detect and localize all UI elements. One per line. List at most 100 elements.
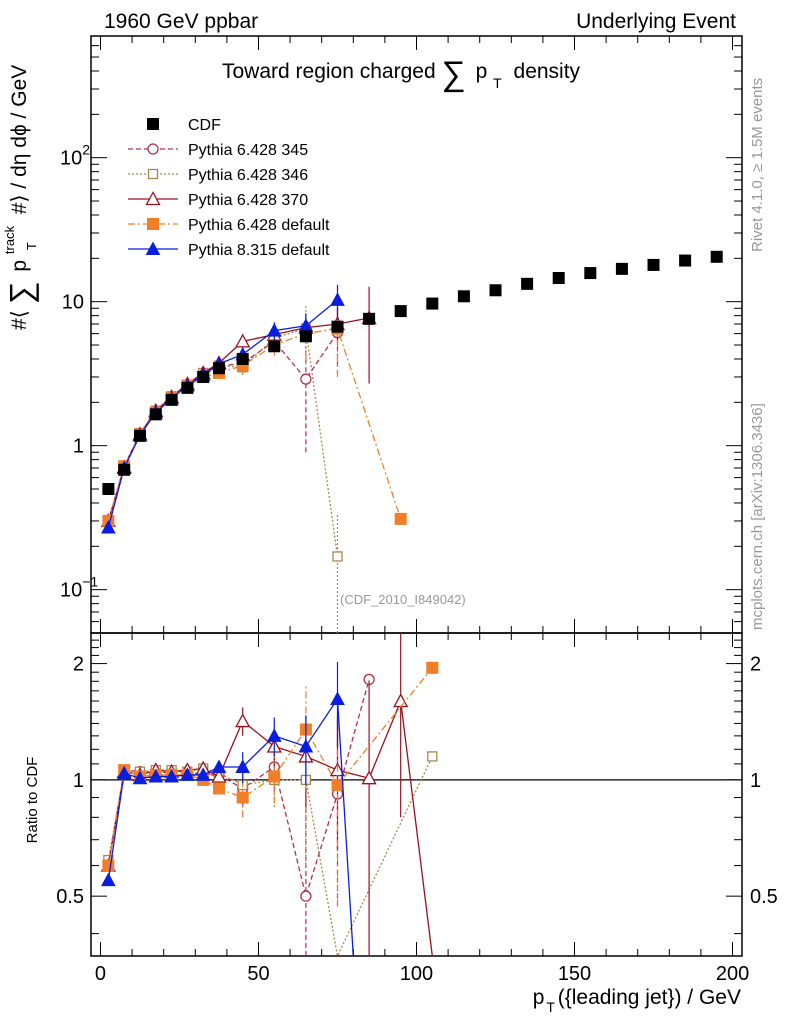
main-point-cdf [552,272,565,285]
y-tick-label: 1 [73,436,84,458]
main-title-sub: T [493,75,502,91]
ratio-ylabel: Ratio to CDF [24,757,41,844]
legend-label-p8: Pythia 8.315 default [188,242,330,259]
x-axis-label: p T ({leading jet}) / GeV [533,986,741,1017]
legend-marker-p345 [147,143,159,155]
main-point-cdf [615,262,628,275]
main-point-cdf [363,312,376,325]
analysis-tag: (CDF_2010_I849042) [340,592,466,607]
ratio-line-p346 [107,756,433,959]
ratio-point-p8 [195,767,211,781]
main-point-cdf [118,463,131,476]
x-tick-label: 200 [716,963,749,985]
legend-label-p345: Pythia 6.428 345 [188,142,308,159]
main-point-p370 [235,333,251,348]
main-point-cdf [299,330,312,343]
main-title: Toward region charged ∑ p T density [222,55,581,93]
side-mcplots-label: mcplots.cern.ch [arXiv:1306.3436] [749,403,766,630]
ratio-y-tick-label-right: 0.5 [750,886,778,908]
ratio-y-tick-label-right: 2 [750,654,761,676]
ratio-y-tick-label: 2 [73,654,84,676]
ratio-point-p8 [132,770,148,785]
main-point-cdf [584,267,597,280]
x-tick-label: 50 [247,963,269,985]
x-tick-label: 100 [400,963,433,985]
main-point-cdf [457,290,470,303]
main-point-cdf [212,362,225,375]
ratio-point-pdefault [331,778,344,791]
main-point-pdefault [394,512,407,525]
ratio-point-p8 [116,765,132,780]
ratio-y-tick-label: 0.5 [56,886,84,908]
axis-ticks: 0 50 100 150 200 10−1 1 10 102 0.5 0.5 1 1 2 2 [56,35,778,985]
data-marks [91,250,742,959]
ratio-point-p8 [235,759,251,773]
main-point-cdf [102,483,115,496]
ratio-point-pdefault [236,791,249,804]
header-left: 1960 GeV ppbar [104,10,258,33]
ratio-point-p8 [211,759,227,773]
main-point-cdf [647,258,660,271]
legend-marker-cdf [147,118,159,130]
legend-marker-pdefault [147,218,159,230]
ratio-point-p345 [300,890,312,902]
ratio-point-p8 [330,691,345,705]
legend: CDF Pythia 6.428 345 Pythia 6.428 346 Pythi… [128,117,330,259]
main-point-p8 [266,323,282,337]
ratio-point-pdefault [212,782,225,795]
main-title-post: density [514,60,581,83]
legend-marker-p8 [145,241,161,255]
ratio-point-p346 [427,751,438,762]
header-right: Underlying Event [576,10,736,33]
main-point-cdf [426,297,439,310]
y-tick-label: 102 [60,142,90,170]
ratio-point-pdefault [268,770,281,783]
x-tick-label: 150 [558,963,591,985]
ratio-point-p370 [235,713,251,728]
main-point-cdf [197,370,210,383]
legend-label-p370: Pythia 6.428 370 [188,192,308,209]
ratio-point-pdefault [102,859,115,872]
ratio-point-p370 [211,768,227,783]
main-point-cdf [149,408,162,421]
ratio-point-p8 [298,738,314,753]
main-point-cdf [268,340,281,353]
main-point-p8 [330,292,345,306]
main-point-p346 [332,551,343,562]
main-point-cdf [236,352,249,365]
ratio-point-p8 [101,872,116,887]
main-title-text: Toward region charged [222,60,436,83]
main-point-p8 [101,519,116,534]
main-title-sum: ∑ [441,55,465,93]
ratio-point-p8 [164,769,179,783]
ratio-point-p8 [148,769,164,783]
main-point-cdf [489,284,502,297]
main-line-p370 [107,317,370,522]
x-tick-label: 0 [95,963,106,985]
main-point-cdf [521,277,534,290]
ratio-point-p370 [361,770,377,785]
legend-label-pdefault: Pythia 6.428 default [188,217,330,234]
main-point-cdf [710,250,723,263]
legend-marker-p370 [145,191,161,206]
ratio-line-p8 [107,696,354,957]
ratio-frame [90,632,743,957]
side-rivet-label: Rivet 4.1.0, ≥ 1.5M events [749,78,766,252]
ratio-point-p8 [180,767,195,781]
main-point-p345 [300,373,312,385]
ratio-point-p8 [266,728,282,742]
main-point-cdf [165,393,178,406]
main-point-cdf [181,381,194,394]
ratio-y-tick-label-right: 1 [750,770,761,792]
y-tick-label: 10−1 [60,574,98,602]
legend-marker-p346 [147,168,159,180]
main-point-cdf [394,305,407,318]
ratio-point-p370 [393,693,409,708]
main-point-cdf [133,429,146,442]
main-ylabel: #⟨ ∑ p track T #⟩ / dη dϕ / GeV [0,65,41,330]
legend-label-cdf: CDF [188,117,221,134]
ratio-point-pdefault [426,661,439,674]
y-tick-label: 10 [62,292,84,314]
ratio-y-tick-label: 1 [73,770,84,792]
